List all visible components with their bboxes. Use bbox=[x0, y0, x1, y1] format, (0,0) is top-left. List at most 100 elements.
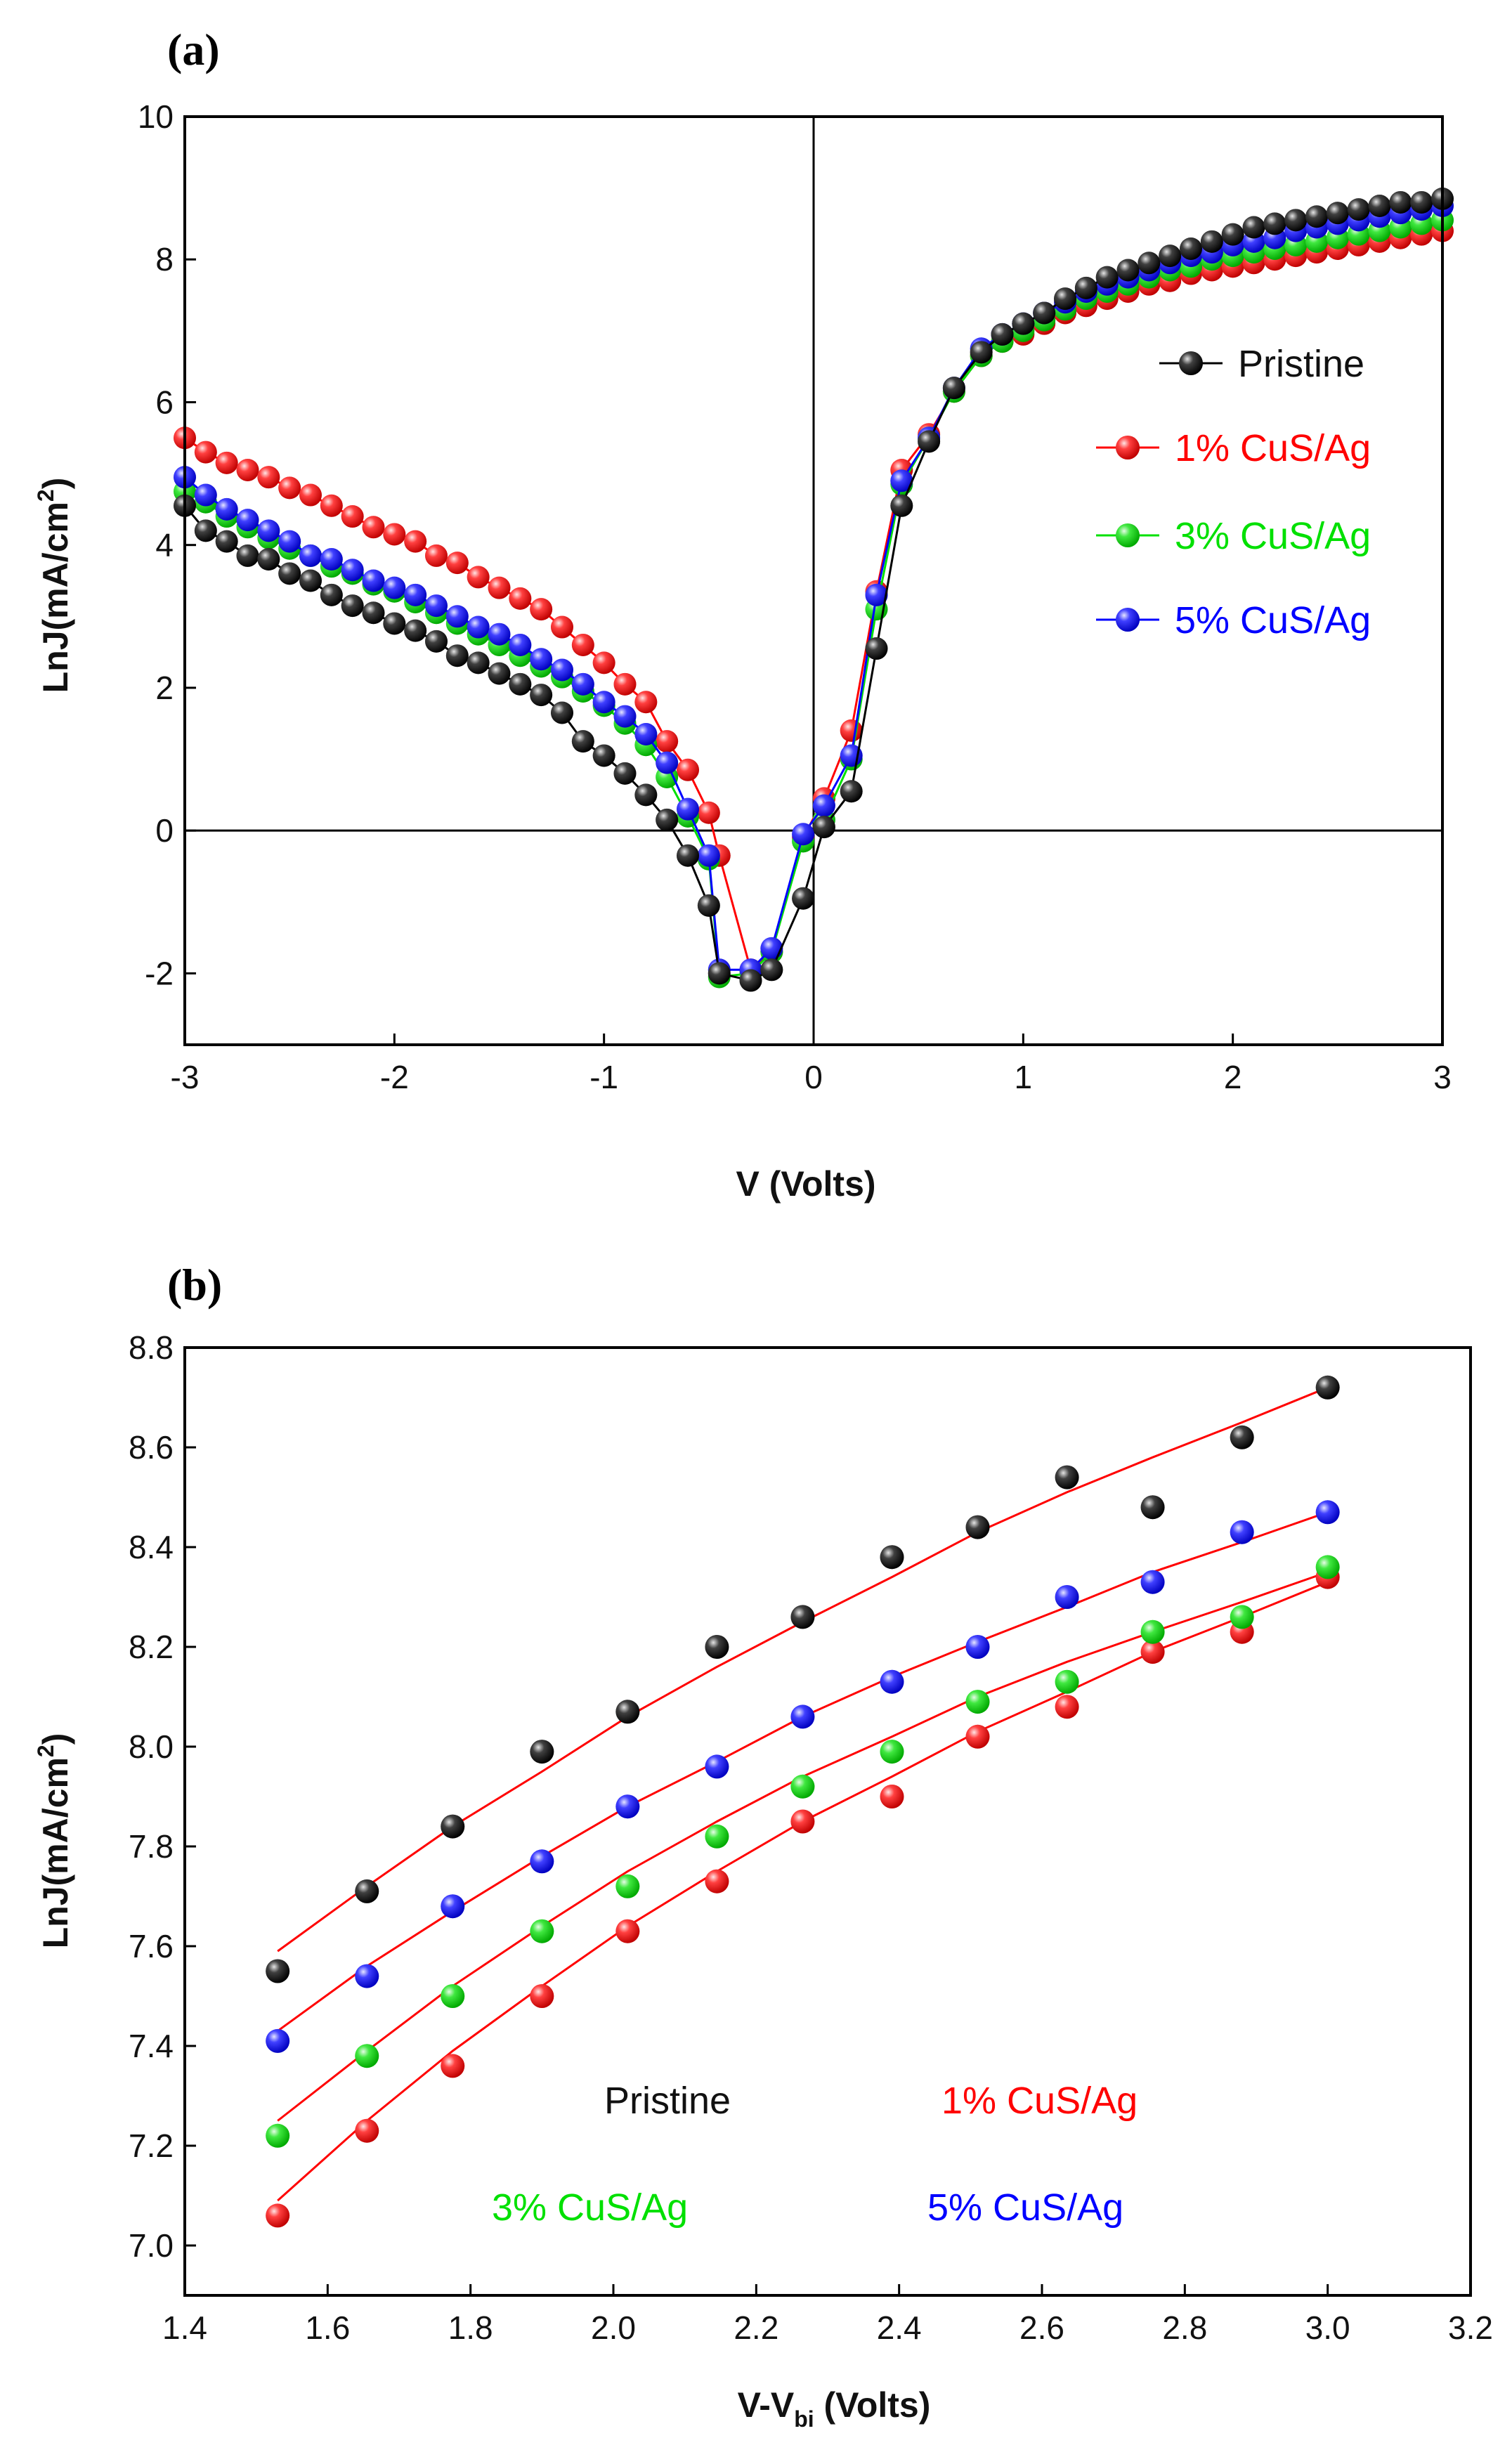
panel-b-point-5pct-cus-ag bbox=[790, 1704, 815, 1729]
panel-a-point-1pct-cus-ag-shine bbox=[404, 530, 427, 553]
panel-b-point-pristine bbox=[355, 1879, 379, 1903]
panel-a-point-pristine-shine bbox=[991, 322, 1014, 346]
panel-a-point-5pct-cus-ag bbox=[383, 576, 406, 599]
panel-a-point-1pct-cus-ag bbox=[404, 530, 427, 553]
panel-b-point-5pct-cus-ag bbox=[1315, 1500, 1340, 1525]
panel-a-point-5pct-cus-ag bbox=[551, 658, 573, 682]
panel-a-point-1pct-cus-ag bbox=[257, 466, 280, 489]
panel-a-point-1pct-cus-ag-shine bbox=[425, 544, 448, 567]
panel-a-point-pristine-shine bbox=[970, 341, 993, 364]
panel-b-series bbox=[266, 1375, 1340, 2228]
panel-a-point-pristine bbox=[383, 612, 406, 635]
panel-b-point-5pct-cus-ag bbox=[965, 1635, 990, 1659]
panel-a-point-5pct-cus-ag bbox=[320, 548, 343, 571]
panel-a-point-pristine bbox=[551, 701, 573, 724]
panel-b-x-tick-label: 1.4 bbox=[162, 2309, 207, 2346]
panel-a-point-pristine-shine bbox=[488, 662, 511, 685]
panel-a-label: (a) bbox=[167, 25, 220, 74]
panel-a-x-tick-label: -1 bbox=[589, 1059, 618, 1095]
panel-a-x-axis-title: V (Volts) bbox=[736, 1164, 875, 1204]
panel-a-point-1pct-cus-ag bbox=[571, 633, 594, 656]
panel-b-point-5pct-cus-ag-shine bbox=[705, 1754, 729, 1779]
panel-b-x-tick-label: 3.2 bbox=[1448, 2309, 1493, 2346]
panel-a-y-tick-label: 6 bbox=[155, 384, 174, 420]
panel-b-y-tick-label: 8.0 bbox=[129, 1728, 174, 1765]
panel-a-point-5pct-cus-ag bbox=[760, 937, 783, 960]
panel-a-point-5pct-cus-ag bbox=[215, 497, 238, 521]
panel-a-point-5pct-cus-ag bbox=[425, 594, 448, 618]
panel-a-point-pristine bbox=[1095, 266, 1119, 289]
panel-a-legend-label: 1% CuS/Ag bbox=[1175, 427, 1371, 469]
panel-a-point-1pct-cus-ag bbox=[509, 587, 532, 610]
panel-a-legend-marker-shine bbox=[1116, 436, 1140, 459]
panel-a-y-tick-label: 2 bbox=[155, 670, 174, 706]
panel-b-point-5pct-cus-ag-shine bbox=[615, 1794, 640, 1819]
panel-b-series-1pct-cus-ag bbox=[266, 1565, 1340, 2228]
panel-b-point-pristine-shine bbox=[355, 1879, 379, 1903]
panel-a-x-tick-label: 0 bbox=[804, 1059, 823, 1095]
panel-b-point-3pct-cus-ag-shine bbox=[615, 1874, 640, 1898]
panel-b-point-5pct-cus-ag-shine bbox=[1140, 1570, 1165, 1594]
panel-a-x-tick-label: -3 bbox=[171, 1059, 200, 1095]
panel-a-point-pristine bbox=[865, 637, 888, 660]
panel-a-point-pristine bbox=[320, 583, 343, 606]
panel-b-point-pristine-shine bbox=[1055, 1465, 1079, 1489]
panel-a-point-5pct-cus-ag bbox=[278, 530, 301, 553]
panel-a-point-1pct-cus-ag-shine bbox=[257, 466, 280, 489]
panel-a-point-5pct-cus-ag bbox=[792, 823, 815, 846]
panel-b-y-tick-label: 7.0 bbox=[129, 2227, 174, 2264]
panel-a-point-1pct-cus-ag bbox=[278, 476, 301, 500]
panel-a: (a) -3 -2 -1 0 1 2 3 -2 0 2 4 6 8 10 Pristine 1% CuS/A… bbox=[33, 25, 1454, 1204]
panel-a-point-1pct-cus-ag bbox=[194, 441, 217, 464]
panel-a-point-5pct-cus-ag-shine bbox=[571, 672, 594, 696]
panel-b-point-1pct-cus-ag-shine bbox=[266, 2203, 290, 2228]
panel-a-point-1pct-cus-ag bbox=[320, 494, 343, 517]
panel-a-point-pristine bbox=[1410, 190, 1433, 214]
panel-b-point-pristine-shine bbox=[615, 1700, 640, 1724]
panel-a-point-pristine-shine bbox=[1095, 266, 1119, 289]
panel-b-point-5pct-cus-ag-shine bbox=[441, 1894, 465, 1919]
panel-a-point-5pct-cus-ag bbox=[194, 483, 217, 507]
panel-b-point-pristine bbox=[1315, 1375, 1340, 1400]
panel-a-point-pristine bbox=[1180, 237, 1202, 260]
panel-b-point-5pct-cus-ag bbox=[1055, 1585, 1079, 1609]
panel-a-point-5pct-cus-ag-shine bbox=[656, 751, 679, 774]
panel-a-point-5pct-cus-ag bbox=[677, 797, 699, 821]
panel-a-point-1pct-cus-ag bbox=[488, 576, 511, 599]
panel-a-x-tick-label: 3 bbox=[1433, 1059, 1452, 1095]
panel-a-point-pristine bbox=[530, 684, 553, 707]
panel-a-point-pristine-shine bbox=[697, 894, 720, 917]
panel-b-y-tick-label: 7.2 bbox=[129, 2127, 174, 2164]
panel-a-point-5pct-cus-ag-shine bbox=[383, 576, 406, 599]
panel-b-point-pristine-shine bbox=[880, 1545, 904, 1570]
panel-a-point-pristine bbox=[257, 548, 280, 571]
panel-a-point-pristine bbox=[1200, 230, 1223, 253]
panel-b-point-pristine bbox=[880, 1545, 904, 1570]
panel-a-point-pristine-shine bbox=[760, 958, 783, 982]
panel-a-point-pristine bbox=[299, 569, 322, 592]
panel-b-point-pristine-shine bbox=[441, 1814, 465, 1839]
panel-a-point-pristine-shine bbox=[1138, 252, 1161, 275]
panel-a-point-5pct-cus-ag-shine bbox=[236, 509, 259, 532]
panel-b-point-pristine-shine bbox=[266, 1959, 290, 1983]
panel-b-point-pristine bbox=[530, 1740, 554, 1764]
panel-b-point-3pct-cus-ag bbox=[615, 1874, 640, 1898]
panel-b-point-3pct-cus-ag-shine bbox=[1055, 1669, 1079, 1694]
panel-b-point-5pct-cus-ag-shine bbox=[790, 1704, 815, 1729]
panel-b-x-tick-label: 2.8 bbox=[1162, 2309, 1207, 2346]
panel-b-x-axis-title: V-Vbi (Volts) bbox=[738, 2385, 931, 2432]
panel-a-point-pristine-shine bbox=[592, 744, 615, 767]
panel-a-point-pristine-shine bbox=[918, 430, 941, 453]
panel-a-point-pristine bbox=[1368, 195, 1391, 218]
panel-a-point-pristine-shine bbox=[890, 494, 913, 517]
panel-a-point-pristine-shine bbox=[1368, 195, 1391, 218]
panel-a-point-pristine-shine bbox=[1116, 259, 1140, 282]
panel-b-x-tick-label: 2.6 bbox=[1019, 2309, 1064, 2346]
panel-b-point-3pct-cus-ag bbox=[790, 1774, 815, 1799]
panel-a-point-5pct-cus-ag bbox=[299, 544, 322, 567]
panel-a-point-pristine-shine bbox=[1200, 230, 1223, 253]
panel-b-point-1pct-cus-ag bbox=[965, 1724, 990, 1749]
panel-a-point-5pct-cus-ag-shine bbox=[551, 658, 573, 682]
panel-a-point-pristine-shine bbox=[362, 601, 385, 625]
panel-a-point-1pct-cus-ag-shine bbox=[320, 494, 343, 517]
